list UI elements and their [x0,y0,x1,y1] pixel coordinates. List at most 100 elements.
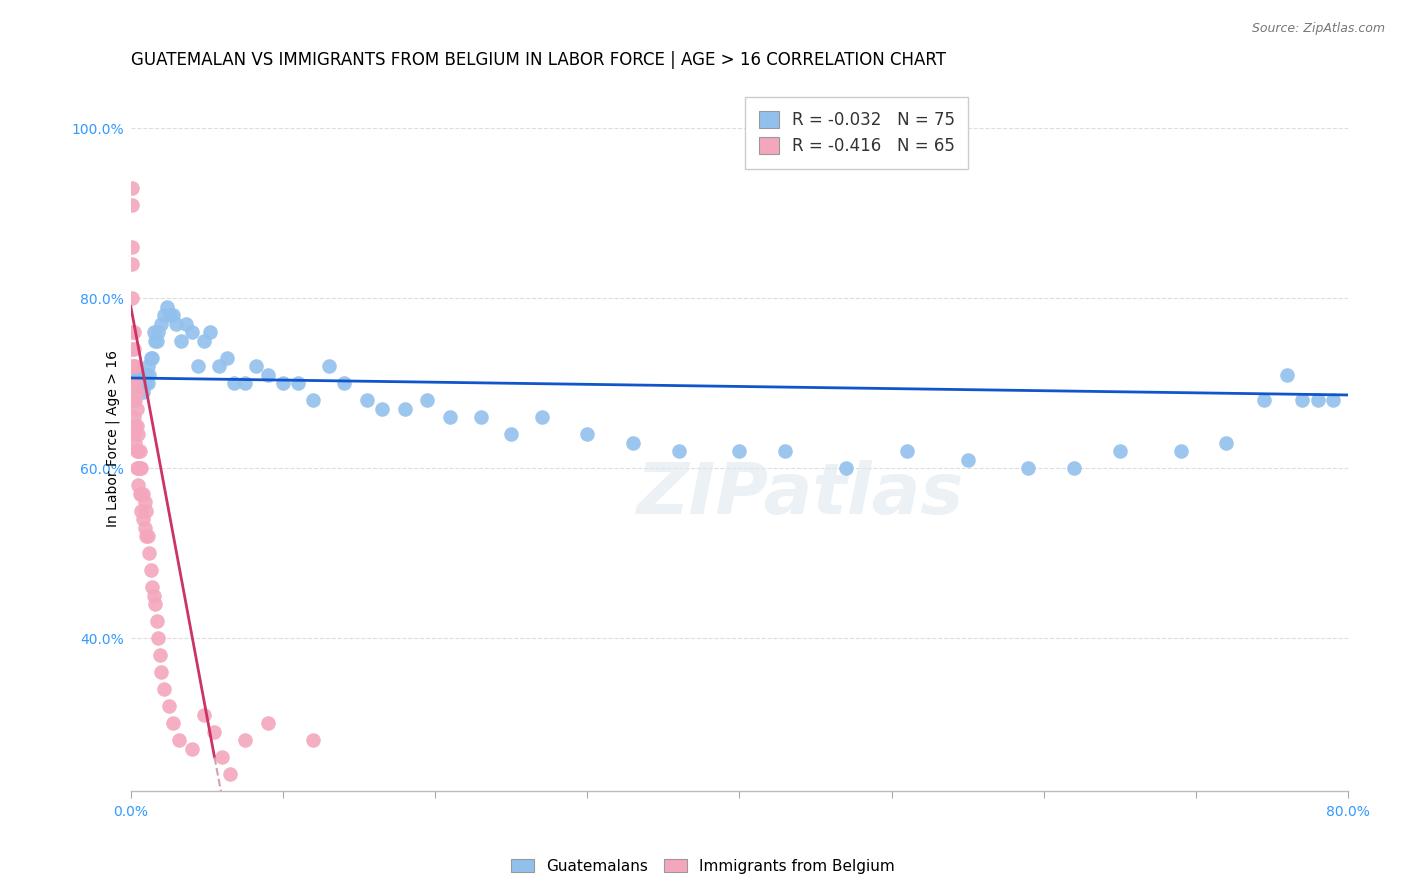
Point [131,376,153,390]
Point [153,682,176,697]
Point [131,368,153,382]
Point [134,495,156,509]
Point [139,351,162,365]
Point [187,359,209,373]
Point [621,435,644,450]
Point [122,359,145,373]
Point [131,486,153,500]
Point [1063,461,1085,475]
Point [134,376,156,390]
Point [138,368,160,382]
Point [124,368,146,382]
Point [125,384,148,399]
Point [141,580,163,594]
Point [159,308,181,322]
Point [124,418,146,433]
Point [124,376,146,390]
Point [143,334,166,348]
Point [162,308,184,322]
Point [143,597,166,611]
Point [121,240,143,254]
Point [1215,435,1237,450]
Point [245,359,267,373]
Point [129,376,152,390]
Point [224,376,246,390]
Point [180,325,202,339]
Point [142,589,165,603]
Point [125,384,148,399]
Text: GUATEMALAN VS IMMIGRANTS FROM BELGIUM IN LABOR FORCE | AGE > 16 CORRELATION CHAR: GUATEMALAN VS IMMIGRANTS FROM BELGIUM IN… [131,51,946,69]
Legend: Guatemalans, Immigrants from Belgium: Guatemalans, Immigrants from Belgium [505,853,901,880]
Point [127,427,149,442]
Point [121,342,143,356]
Point [162,716,184,731]
Point [131,461,153,475]
Point [1170,444,1192,458]
Point [122,342,145,356]
Point [121,180,143,194]
Point [121,257,143,271]
Y-axis label: In Labor Force | Age > 16: In Labor Force | Age > 16 [105,350,120,527]
Point [470,410,492,425]
Point [125,376,148,390]
Point [1253,393,1275,408]
Point [121,393,143,408]
Point [129,461,152,475]
Point [134,520,156,534]
Point [125,418,148,433]
Point [215,351,238,365]
Point [333,376,356,390]
Point [233,733,256,747]
Point [148,325,170,339]
Point [122,325,145,339]
Point [180,741,202,756]
Point [193,707,215,722]
Point [132,384,155,399]
Point [121,359,143,373]
Point [271,376,294,390]
Point [150,317,173,331]
Point [356,393,378,408]
Point [318,359,340,373]
Point [131,503,153,517]
Point [135,368,157,382]
Point [129,368,152,382]
Point [127,461,149,475]
Point [1322,393,1344,408]
Point [204,724,226,739]
Point [1306,393,1329,408]
Point [122,376,145,390]
Point [170,334,193,348]
Point [136,359,159,373]
Point [138,546,160,560]
Point [208,359,231,373]
Point [127,376,149,390]
Point [1108,444,1130,458]
Point [141,351,163,365]
Point [149,648,172,662]
Point [134,368,156,382]
Point [148,631,170,645]
Point [142,325,165,339]
Point [166,317,188,331]
Point [211,750,233,764]
Point [125,401,148,416]
Point [124,393,146,408]
Point [501,427,523,442]
Point [139,563,162,577]
Point [145,614,167,628]
Point [132,486,155,500]
Text: Source: ZipAtlas.com: Source: ZipAtlas.com [1251,22,1385,36]
Point [157,699,180,714]
Point [124,376,146,390]
Point [896,444,918,458]
Legend: R = -0.032   N = 75, R = -0.416   N = 65: R = -0.032 N = 75, R = -0.416 N = 65 [745,97,969,169]
Point [773,444,796,458]
Point [129,444,152,458]
Point [124,359,146,373]
Point [1275,368,1298,382]
Point [132,376,155,390]
Point [127,478,149,492]
Point [576,427,599,442]
Point [728,444,751,458]
